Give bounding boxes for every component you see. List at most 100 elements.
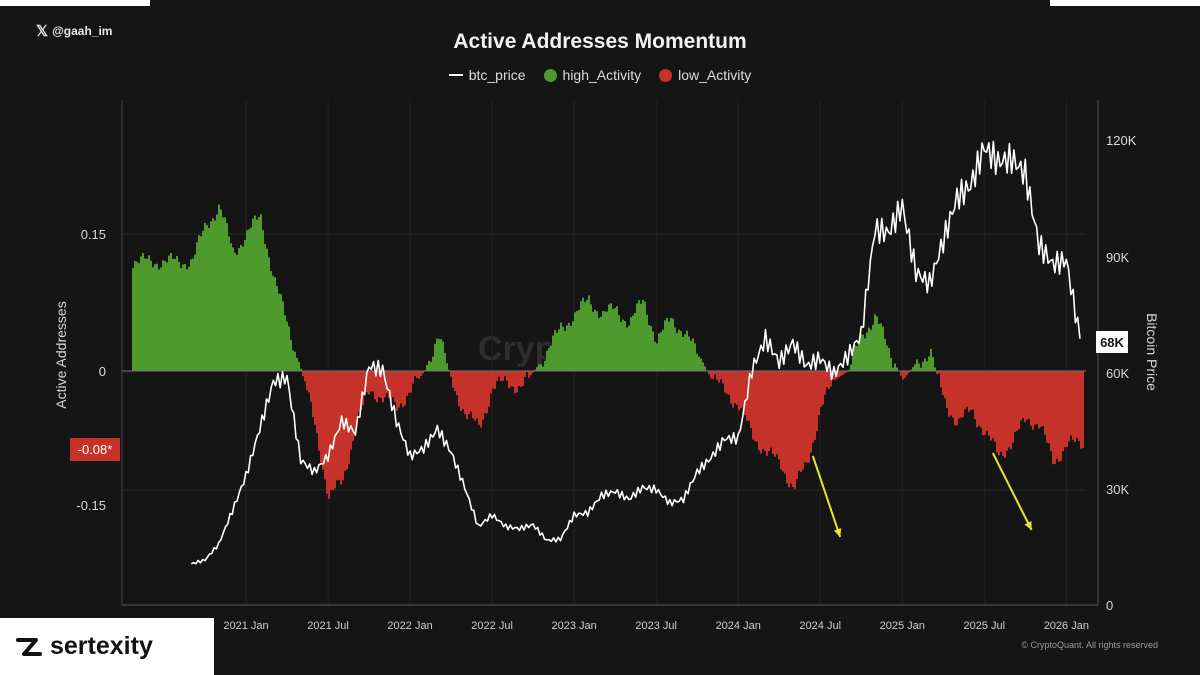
high-activity-bar (676, 333, 678, 371)
high-activity-bar (548, 348, 550, 371)
high-activity-bar (238, 248, 240, 371)
low-activity-bar (1002, 371, 1004, 457)
high-activity-bar (432, 356, 434, 371)
low-activity-bar (994, 371, 996, 442)
low-activity-bar (942, 371, 944, 396)
low-activity-bar (778, 371, 780, 460)
brand-name: sertexity (50, 632, 153, 660)
low-activity-bar (718, 371, 720, 383)
high-activity-bar (886, 345, 888, 371)
high-activity-bar (158, 269, 160, 371)
y2-axis-title: Bitcoin Price (1144, 313, 1160, 391)
low-activity-bar (946, 371, 948, 408)
high-activity-bar (674, 327, 676, 371)
low-activity-bar (392, 371, 394, 398)
high-activity-bar (186, 269, 188, 371)
high-activity-bar (660, 332, 662, 371)
low-activity-bar (384, 371, 386, 398)
low-activity-bar (780, 371, 782, 470)
low-activity-bar (354, 371, 356, 437)
high-activity-bar (914, 364, 916, 371)
low-activity-bar (1058, 371, 1060, 462)
low-activity-bar (806, 371, 808, 463)
high-activity-bar (702, 362, 704, 371)
high-activity-bar (536, 367, 538, 371)
high-activity-bar (444, 353, 446, 371)
low-activity-bar (748, 371, 750, 421)
low-activity-bar (330, 371, 332, 490)
low-activity-bar (356, 371, 358, 424)
high-activity-bar (552, 335, 554, 371)
frame-corner-top-right (1050, 0, 1200, 6)
high-activity-bar (234, 252, 236, 371)
high-activity-bar (254, 215, 256, 371)
high-activity-bar (570, 325, 572, 371)
low-activity-bar (976, 371, 978, 428)
low-activity-bar (358, 371, 360, 412)
low-activity-bar (478, 371, 480, 425)
low-activity-bar (506, 371, 508, 381)
low-activity-bar (954, 371, 956, 426)
low-activity-bar (824, 371, 826, 395)
high-activity-bar (426, 364, 428, 371)
x-tick-label: 2023 Jan (551, 620, 596, 632)
high-activity-bar (854, 345, 856, 371)
high-activity-bar (890, 357, 892, 371)
low-activity-bar (302, 371, 304, 377)
high-activity-bar (202, 230, 204, 371)
low-activity-bar (990, 371, 992, 441)
high-activity-bar (866, 332, 868, 371)
high-activity-bar (576, 311, 578, 371)
high-activity-bar (654, 341, 656, 371)
high-activity-bar (278, 293, 280, 371)
high-activity-bar (542, 366, 544, 371)
low-activity-bar (970, 371, 972, 410)
low-activity-bar (812, 371, 814, 443)
low-activity-bar (528, 371, 530, 378)
low-activity-bar (734, 371, 736, 404)
low-activity-bar (482, 371, 484, 420)
low-activity-bar (350, 371, 352, 450)
high-activity-bar (546, 350, 548, 371)
high-activity-bar (864, 338, 866, 371)
low-activity-bar (736, 371, 738, 405)
low-activity-bar (368, 371, 370, 395)
low-activity-bar (1006, 371, 1008, 451)
low-activity-bar (796, 371, 798, 479)
low-activity-bar (750, 371, 752, 429)
low-activity-bar (324, 371, 326, 480)
low-activity-bar (786, 371, 788, 484)
low-activity-bar (1034, 371, 1036, 425)
high-activity-bar (144, 258, 146, 371)
high-activity-bar (208, 227, 210, 371)
x-tick-label: 2022 Jan (387, 620, 432, 632)
high-activity-bar (888, 347, 890, 371)
low-activity-bar (1010, 371, 1012, 450)
low-activity-bar (1028, 371, 1030, 419)
low-activity-bar (816, 371, 818, 431)
low-activity-bar (396, 371, 398, 411)
low-activity-bar (306, 371, 308, 391)
high-activity-bar (560, 322, 562, 371)
high-activity-bar (876, 316, 878, 371)
low-activity-bar (770, 371, 772, 448)
high-activity-bar (436, 338, 438, 371)
low-activity-bar (460, 371, 462, 411)
red-dot-icon (659, 68, 673, 82)
high-activity-bar (662, 329, 664, 371)
y-tick-label: 0 (99, 364, 106, 379)
x-logo-icon: 𝕏 (36, 23, 49, 40)
high-activity-bar (172, 258, 174, 371)
low-activity-bar (450, 371, 452, 377)
low-activity-bar (1080, 371, 1082, 449)
low-activity-bar (1070, 371, 1072, 436)
low-activity-bar (764, 371, 766, 451)
high-activity-bar (152, 267, 154, 371)
low-activity-bar (1042, 371, 1044, 426)
high-activity-bar (134, 261, 136, 371)
low-activity-bar (1074, 371, 1076, 443)
x-tick-label: 2022 Jul (471, 620, 513, 632)
low-activity-bar (376, 371, 378, 403)
high-activity-bar (538, 364, 540, 371)
low-activity-bar (958, 371, 960, 419)
